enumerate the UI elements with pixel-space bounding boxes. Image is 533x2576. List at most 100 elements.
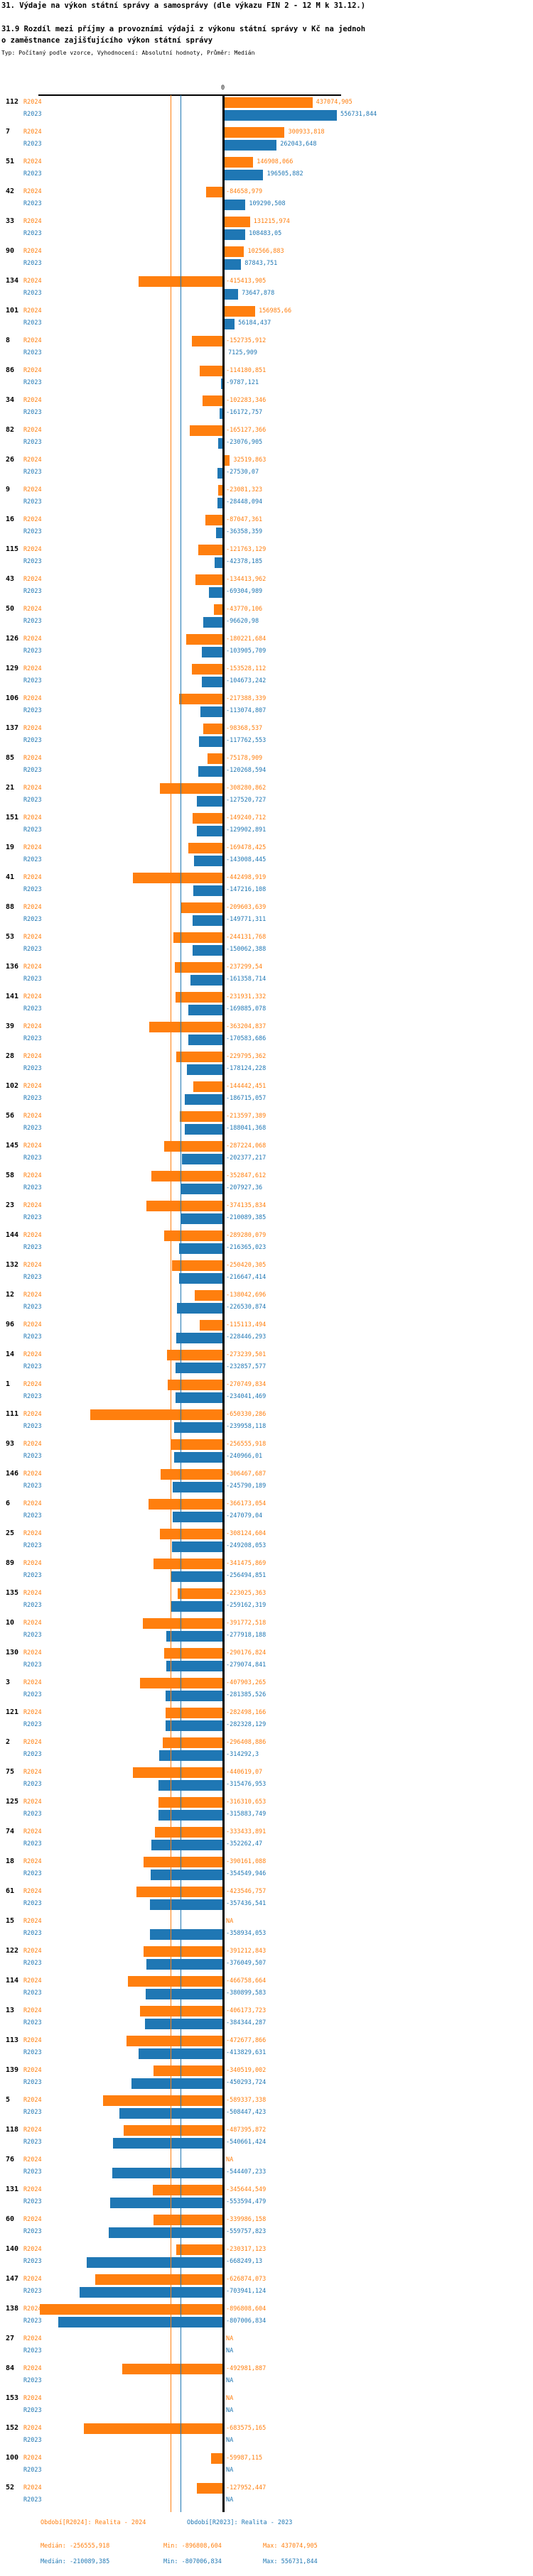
row-id-label: 132 [6, 1261, 19, 1269]
row-id-label: 126 [6, 635, 19, 643]
series-label-r2023: R2023 [23, 498, 42, 506]
value-label-r2024: -273239,501 [226, 1350, 266, 1358]
bar-r2023-82 [218, 437, 223, 449]
row-id-label: 6 [6, 1500, 11, 1507]
value-label-r2024: -492981,887 [226, 2364, 266, 2372]
row-id-label: 151 [6, 814, 19, 822]
value-label-r2024: 437074,905 [316, 98, 352, 106]
series-label-r2024: R2024 [23, 1559, 42, 1567]
value-label-r2024: -366173,054 [226, 1500, 266, 1507]
series-label-r2024: R2024 [23, 1082, 42, 1090]
series-label-r2024: R2024 [23, 1977, 42, 1985]
row-id-label: 113 [6, 2036, 19, 2044]
series-label-r2023: R2023 [23, 1155, 42, 1162]
series-label-r2024: R2024 [23, 456, 42, 464]
bar-r2023-139 [131, 2078, 223, 2089]
value-label-r2024: -683575,165 [226, 2424, 266, 2432]
bar-r2023-115 [214, 557, 223, 568]
series-label-r2023: R2023 [23, 2347, 42, 2355]
value-label-r2024: -217388,339 [226, 694, 266, 702]
series-label-r2023: R2023 [23, 2109, 42, 2117]
value-label-r2024: -75178,909 [226, 754, 263, 762]
value-label-r2024: -308124,604 [226, 1529, 266, 1537]
row-id-label: 56 [6, 1112, 15, 1120]
value-label-r2023: -9787,121 [226, 379, 259, 387]
series-label-r2023: R2023 [23, 111, 42, 119]
value-label-r2023: -207927,36 [226, 1184, 263, 1192]
row-id-label: 114 [6, 1977, 19, 1985]
bar-r2024-85 [208, 753, 223, 764]
stat-median-r2024: Medián: -256555,918 [41, 2543, 110, 2550]
value-label-r2023: -277918,188 [226, 1632, 266, 1639]
bar-r2024-6 [148, 1499, 223, 1510]
series-label-r2024: R2024 [23, 2185, 42, 2193]
zero-axis-line [222, 94, 225, 2512]
series-label-r2023: R2023 [23, 1900, 42, 1908]
row-id-label: 2 [6, 1738, 11, 1746]
value-label-r2024: -415413,905 [226, 277, 266, 285]
value-label-r2023: -279074,841 [226, 1661, 266, 1669]
bar-r2023-60 [109, 2227, 223, 2238]
row-id-label: 21 [6, 784, 15, 792]
bar-r2023-126 [202, 646, 223, 657]
value-label-r2024: -406173,723 [226, 2007, 266, 2014]
value-label-r2023: -508447,423 [226, 2109, 266, 2117]
bar-r2023-39 [188, 1034, 223, 1045]
bar-r2024-10 [143, 1618, 223, 1629]
bar-r2024-118 [123, 2125, 223, 2136]
series-label-r2024: R2024 [23, 1350, 42, 1358]
legend-r2023: Období[R2023]: Realita - 2023 [187, 2519, 293, 2526]
series-label-r2023: R2023 [23, 230, 42, 238]
value-label-r2024: 156985,66 [259, 307, 292, 315]
series-label-r2024: R2024 [23, 486, 42, 493]
series-label-r2023: R2023 [23, 1930, 42, 1938]
bar-r2024-41 [132, 873, 223, 883]
bar-r2024-93 [171, 1439, 223, 1450]
chart-meta-info: Typ: Počítaný podle vzorce, Vyhodnocení:… [1, 50, 255, 56]
value-label-r2023: -69304,989 [226, 588, 263, 596]
bar-r2024-19 [188, 843, 223, 853]
value-label-r2024: -223025,363 [226, 1589, 266, 1597]
value-label-r2023: -42378,185 [226, 558, 263, 566]
bar-r2023-13 [144, 2018, 223, 2029]
series-label-r2023: R2023 [23, 409, 42, 417]
bar-r2023-102 [185, 1093, 223, 1105]
series-label-r2024: R2024 [23, 1857, 42, 1865]
series-label-r2024: R2024 [23, 1917, 42, 1925]
series-label-r2023: R2023 [23, 797, 42, 804]
value-label-r2024: 146908,066 [257, 158, 294, 165]
value-label-r2023: -228446,293 [226, 1333, 266, 1341]
row-id-label: 139 [6, 2066, 19, 2074]
series-label-r2024: R2024 [23, 1172, 42, 1179]
bar-r2024-50 [214, 604, 223, 615]
bar-r2023-136 [190, 974, 223, 986]
bar-r2023-7 [223, 139, 277, 151]
series-label-r2023: R2023 [23, 588, 42, 596]
row-id-label: 144 [6, 1231, 19, 1239]
bar-r2024-96 [199, 1320, 223, 1331]
bar-r2024-2 [162, 1737, 223, 1748]
row-id-label: 50 [6, 605, 15, 613]
row-id-label: 89 [6, 1559, 15, 1567]
bar-r2024-129 [191, 664, 223, 675]
row-id-label: 84 [6, 2364, 15, 2372]
value-label-r2023: -226530,874 [226, 1304, 266, 1311]
bar-r2023-146 [173, 1481, 223, 1492]
value-label-r2024: -231931,332 [226, 993, 266, 1000]
value-label-r2023: -553594,479 [226, 2198, 266, 2206]
series-label-r2024: R2024 [23, 2394, 42, 2402]
bar-r2023-19 [193, 855, 223, 866]
series-label-r2023: R2023 [23, 320, 42, 327]
value-label-r2023: -259162,319 [226, 1602, 266, 1610]
value-label-r2023: -202377,217 [226, 1155, 266, 1162]
value-label-r2023: -240966,01 [226, 1453, 263, 1461]
value-label-r2024: -256555,918 [226, 1440, 266, 1448]
series-label-r2023: R2023 [23, 2079, 42, 2087]
series-label-r2023: R2023 [23, 1781, 42, 1789]
bar-r2024-138 [40, 2304, 223, 2315]
value-label-r2024: 300933,818 [288, 128, 325, 136]
row-id-label: 93 [6, 1440, 15, 1448]
row-id-label: 9 [6, 486, 11, 493]
bar-r2023-42 [223, 199, 246, 210]
value-label-r2023: -129902,891 [226, 826, 266, 834]
